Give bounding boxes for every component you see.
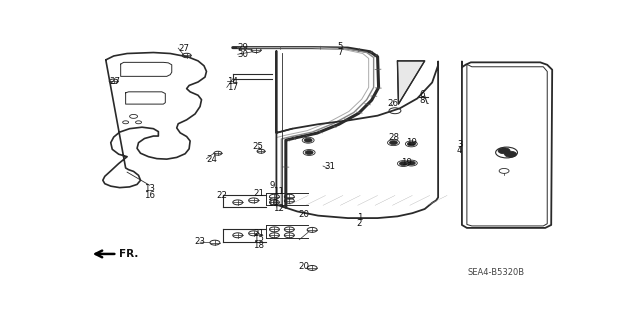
Text: 5: 5: [337, 42, 342, 51]
Text: 27: 27: [110, 77, 121, 86]
Text: 23: 23: [194, 237, 205, 246]
Text: 2: 2: [356, 219, 362, 228]
Text: 29: 29: [237, 43, 248, 52]
Text: 31: 31: [324, 161, 335, 171]
Circle shape: [390, 141, 397, 145]
Text: 11: 11: [273, 187, 284, 196]
Text: 6: 6: [420, 90, 425, 99]
Text: 25: 25: [253, 142, 264, 151]
Text: 24: 24: [206, 155, 217, 164]
Text: 19: 19: [406, 138, 417, 147]
Text: 4: 4: [457, 146, 463, 155]
Text: 19: 19: [401, 158, 412, 167]
Text: 16: 16: [144, 191, 155, 200]
Circle shape: [408, 142, 415, 146]
Text: 12: 12: [273, 204, 284, 213]
Text: 20: 20: [298, 262, 309, 271]
Text: 10: 10: [267, 199, 278, 208]
Text: 3: 3: [457, 140, 463, 149]
Text: FR.: FR.: [118, 249, 138, 259]
Text: 18: 18: [253, 241, 264, 250]
Circle shape: [498, 148, 510, 154]
Text: 28: 28: [388, 133, 399, 142]
Text: 27: 27: [178, 44, 189, 53]
Polygon shape: [397, 61, 425, 104]
Circle shape: [408, 161, 415, 165]
Text: 1: 1: [356, 213, 362, 222]
Circle shape: [504, 151, 516, 157]
Circle shape: [305, 151, 313, 154]
Text: 7: 7: [337, 48, 342, 57]
Text: 14: 14: [227, 77, 238, 86]
Text: 21: 21: [253, 189, 264, 198]
Text: 9: 9: [270, 181, 275, 190]
Text: 26: 26: [388, 99, 399, 108]
Text: 22: 22: [216, 191, 227, 200]
Text: 17: 17: [227, 83, 238, 92]
Text: 13: 13: [144, 184, 155, 193]
Circle shape: [399, 162, 408, 166]
Text: 20: 20: [298, 210, 309, 219]
Text: 30: 30: [237, 50, 249, 59]
Text: 21: 21: [253, 229, 264, 238]
Text: 15: 15: [253, 234, 264, 243]
Text: 8: 8: [420, 96, 425, 105]
Circle shape: [304, 138, 312, 142]
Text: SEA4-B5320B: SEA4-B5320B: [468, 268, 525, 277]
